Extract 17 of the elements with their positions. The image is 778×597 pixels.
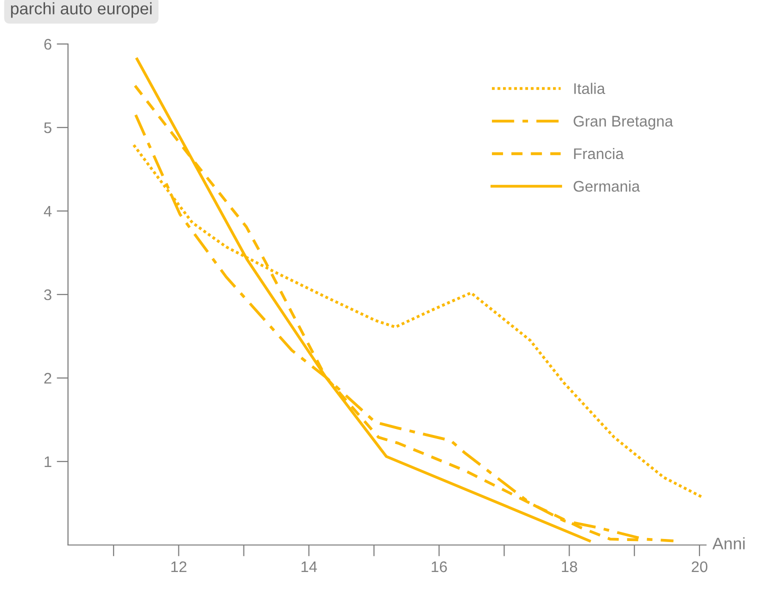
x-tick-label: 12 bbox=[171, 561, 186, 572]
y-tick-label: 1 bbox=[44, 456, 52, 468]
y-tick-label: 2 bbox=[44, 372, 52, 384]
legend-label: Gran Bretagna bbox=[574, 116, 674, 130]
x-tick-label: 18 bbox=[562, 561, 578, 572]
y-tick-label: 4 bbox=[44, 206, 52, 217]
x-tick-label: 16 bbox=[432, 561, 447, 572]
x-tick-label: 14 bbox=[302, 562, 317, 572]
legend-label: Germania bbox=[574, 180, 640, 192]
x-axis-title: Anni bbox=[712, 537, 745, 550]
chart-title: parchi auto europei bbox=[11, 2, 152, 18]
legend-label: Francia bbox=[574, 148, 624, 160]
legend-label: Italia bbox=[574, 82, 606, 94]
y-tick-label: 5 bbox=[44, 122, 52, 134]
y-tick-label: 6 bbox=[44, 38, 52, 50]
x-tick-label: 20 bbox=[692, 561, 708, 572]
y-tick-label: 3 bbox=[44, 289, 52, 300]
